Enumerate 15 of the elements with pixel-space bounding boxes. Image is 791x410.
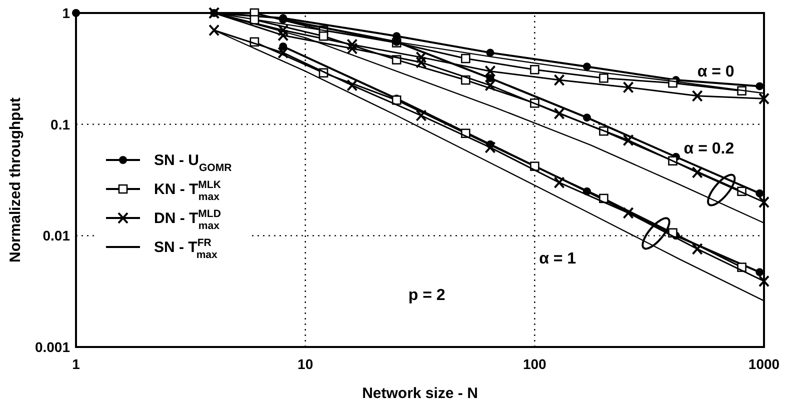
x-tick-label: 100 (522, 356, 547, 372)
y-tick-label: 1 (62, 5, 70, 21)
x-tick-label: 10 (298, 356, 314, 372)
legend-label: SN - U$_{GOMR}$ (154, 152, 232, 174)
x-tick-label: 1 (72, 356, 80, 372)
annotation: α = 0.2 (684, 140, 734, 158)
x-tick-label: 1000 (748, 356, 780, 372)
annotation: α = 1 (539, 250, 576, 268)
x-axis-title: Network size - N (362, 385, 478, 402)
annotation: p = 2 (408, 287, 446, 304)
y-tick-label: 0.01 (42, 228, 70, 244)
y-tick-label: 0.001 (34, 339, 70, 355)
annotation: α = 0 (697, 63, 734, 80)
y-axis-title: Normalized throughput (7, 98, 24, 262)
y-tick-label: 0.1 (50, 116, 70, 132)
